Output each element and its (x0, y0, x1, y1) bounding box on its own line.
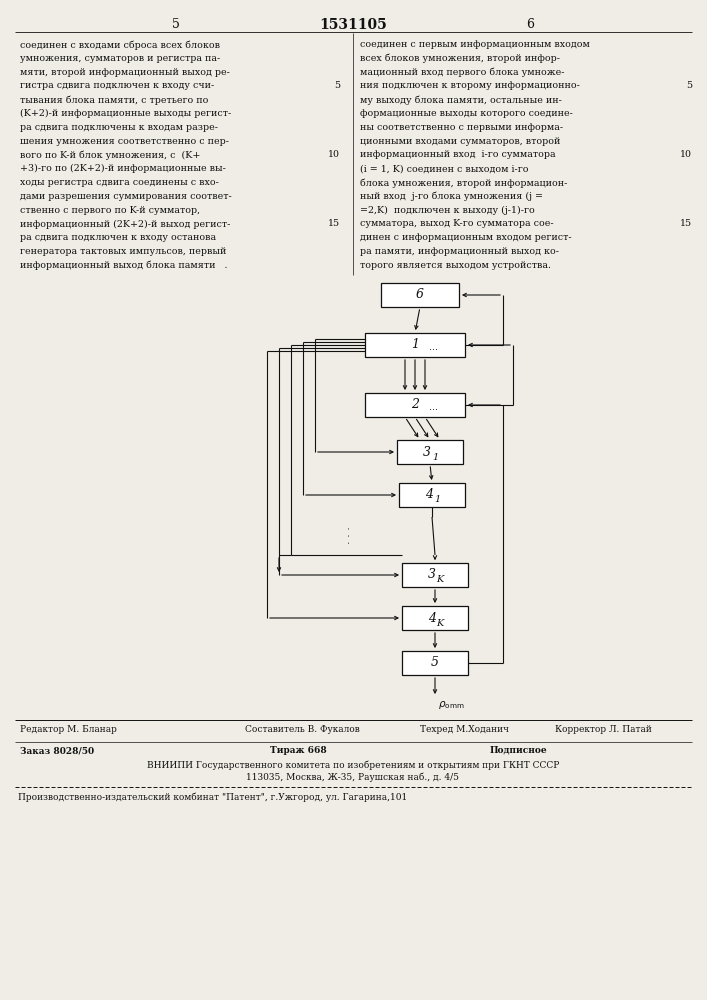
Text: вого по K-й блок умножения, с  (K+: вого по K-й блок умножения, с (K+ (20, 150, 200, 160)
Text: динен с информационным входом регист-: динен с информационным входом регист- (360, 233, 572, 242)
Text: +3)-го по (2K+2)-й информационные вы-: +3)-го по (2K+2)-й информационные вы- (20, 164, 226, 173)
Text: 5: 5 (334, 81, 340, 90)
Text: (i = 1, K) соединен с выходом i-го: (i = 1, K) соединен с выходом i-го (360, 164, 529, 173)
Text: Составитель В. Фукалов: Составитель В. Фукалов (245, 725, 360, 734)
Text: (K+2)-й информационные выходы регист-: (K+2)-й информационные выходы регист- (20, 109, 231, 118)
Text: $\rho_{\rm omm}$: $\rho_{\rm omm}$ (438, 699, 464, 711)
Bar (365, 393, 465, 417)
Text: мационный вход первого блока умноже-: мационный вход первого блока умноже- (360, 68, 564, 77)
Text: 6: 6 (416, 288, 424, 302)
Text: ходы регистра сдвига соединены с вхо-: ходы регистра сдвига соединены с вхо- (20, 178, 219, 187)
Bar (402, 563, 468, 587)
Text: 10: 10 (328, 150, 340, 159)
Text: 113035, Москва, Ж-35, Раушская наб., д. 4/5: 113035, Москва, Ж-35, Раушская наб., д. … (247, 773, 460, 782)
Text: Производственно-издательский комбинат "Патент", г.Ужгород, ул. Гагарина,101: Производственно-издательский комбинат "П… (18, 792, 407, 802)
Text: информационный вход  i-го сумматора: информационный вход i-го сумматора (360, 150, 556, 159)
Text: ...: ... (428, 402, 438, 412)
Bar (399, 483, 465, 507)
Text: 5: 5 (431, 656, 439, 670)
Text: блока умножения, второй информацион-: блока умножения, второй информацион- (360, 178, 568, 188)
Text: всех блоков умножения, второй инфор-: всех блоков умножения, второй инфор- (360, 54, 560, 63)
Text: 1: 1 (434, 495, 440, 504)
Text: ный вход  j-го блока умножения (j =: ный вход j-го блока умножения (j = (360, 192, 543, 201)
Text: шения умножения соответственно с пер-: шения умножения соответственно с пер- (20, 137, 229, 146)
Bar (402, 606, 468, 630)
Text: тывания блока памяти, с третьего по: тывания блока памяти, с третьего по (20, 95, 209, 105)
Text: · · ·: · · · (345, 526, 355, 544)
Text: 3: 3 (428, 568, 436, 582)
Text: Тираж 668: Тираж 668 (270, 746, 327, 755)
Text: 10: 10 (680, 150, 692, 159)
Text: соединен с первым информационным входом: соединен с первым информационным входом (360, 40, 590, 49)
Bar (397, 440, 463, 464)
Text: 1: 1 (432, 452, 438, 462)
Text: генератора тактовых импульсов, первый: генератора тактовых импульсов, первый (20, 247, 226, 256)
Text: ния подключен к второму информационно-: ния подключен к второму информационно- (360, 81, 580, 90)
Text: 5: 5 (172, 18, 180, 31)
Text: Подписное: Подписное (490, 746, 548, 755)
Text: 1531105: 1531105 (319, 18, 387, 32)
Text: мяти, второй информационный выход ре-: мяти, второй информационный выход ре- (20, 68, 230, 77)
Text: ...: ... (428, 342, 438, 352)
Text: информационный выход блока памяти   .: информационный выход блока памяти . (20, 261, 228, 270)
Bar (381, 283, 459, 307)
Text: дами разрешения суммирования соответ-: дами разрешения суммирования соответ- (20, 192, 232, 201)
Text: 5: 5 (686, 81, 692, 90)
Text: 2: 2 (411, 398, 419, 412)
Text: ционными входами сумматоров, второй: ционными входами сумматоров, второй (360, 137, 561, 146)
Text: 3: 3 (423, 446, 431, 458)
Text: 4: 4 (428, 611, 436, 624)
Text: гистра сдвига подключен к входу счи-: гистра сдвига подключен к входу счи- (20, 81, 214, 90)
Text: 6: 6 (526, 18, 534, 31)
Text: =2,K)  подключен к выходу (j-1)-го: =2,K) подключен к выходу (j-1)-го (360, 206, 534, 215)
Text: 1: 1 (411, 338, 419, 352)
Text: Заказ 8028/50: Заказ 8028/50 (20, 746, 94, 755)
Text: ра сдвига подключен к входу останова: ра сдвига подключен к входу останова (20, 233, 216, 242)
Text: ра сдвига подключены к входам разре-: ра сдвига подключены к входам разре- (20, 123, 218, 132)
Text: 15: 15 (328, 219, 340, 228)
Bar (365, 333, 465, 357)
Text: ственно с первого по K-й сумматор,: ственно с первого по K-й сумматор, (20, 206, 200, 215)
Text: 15: 15 (680, 219, 692, 228)
Text: ра памяти, информационный выход ко-: ра памяти, информационный выход ко- (360, 247, 559, 256)
Text: K: K (436, 576, 443, 584)
Text: ВНИИПИ Государственного комитета по изобретениям и открытиям при ГКНТ СССР: ВНИИПИ Государственного комитета по изоб… (147, 760, 559, 770)
Text: Редактор М. Бланар: Редактор М. Бланар (20, 725, 117, 734)
Text: торого является выходом устройства.: торого является выходом устройства. (360, 261, 551, 270)
Text: K: K (436, 618, 443, 628)
Text: Корректор Л. Патай: Корректор Л. Патай (555, 725, 652, 734)
Text: сумматора, выход K-го сумматора сое-: сумматора, выход K-го сумматора сое- (360, 219, 554, 228)
Text: Техред М.Ходанич: Техред М.Ходанич (420, 725, 509, 734)
Text: ны соответственно с первыми информа-: ны соответственно с первыми информа- (360, 123, 563, 132)
Text: 4: 4 (425, 488, 433, 502)
Text: умножения, сумматоров и регистра па-: умножения, сумматоров и регистра па- (20, 54, 221, 63)
Text: соединен с входами сброса всех блоков: соединен с входами сброса всех блоков (20, 40, 220, 49)
Text: формационные выходы которого соедине-: формационные выходы которого соедине- (360, 109, 573, 118)
Bar (402, 651, 468, 675)
Text: му выходу блока памяти, остальные ин-: му выходу блока памяти, остальные ин- (360, 95, 562, 105)
Text: информационный (2K+2)-й выход регист-: информационный (2K+2)-й выход регист- (20, 219, 230, 229)
